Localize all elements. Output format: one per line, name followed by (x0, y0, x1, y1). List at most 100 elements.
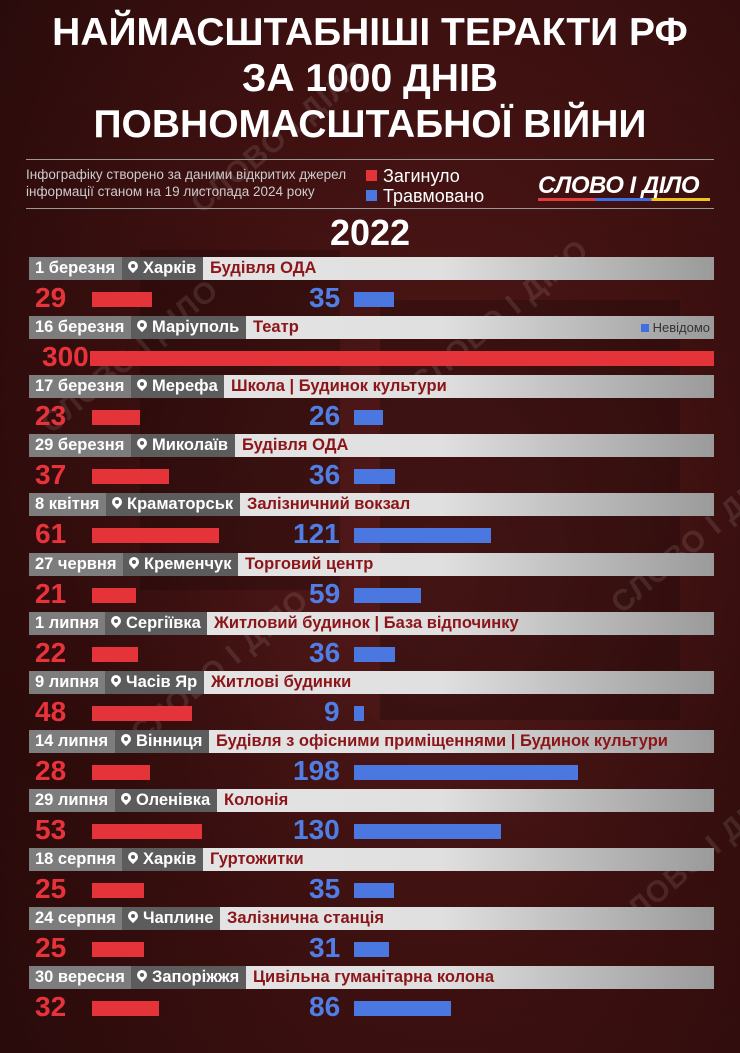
attack-city: Вінниця (115, 730, 209, 753)
injured-value: 198 (293, 755, 340, 786)
attack-target: Житловий будинок | База відпочинку (214, 614, 519, 632)
attack-date: 27 червня (29, 553, 123, 576)
attack-city-label: Кременчук (144, 555, 232, 573)
attack-date: 1 липня (29, 612, 105, 635)
killed-value: 48 (35, 696, 67, 727)
attack-target: Театр (253, 318, 299, 336)
injured-value: 59 (309, 578, 341, 609)
brand-logo-stripe (538, 198, 710, 201)
injured-bar (354, 469, 395, 484)
source-note: Інфографіку створено за даними відкритих… (26, 166, 366, 200)
location-pin-icon (121, 734, 131, 748)
injured-unknown-label: Невідомо (640, 316, 710, 339)
attack-target: Торговий центр (245, 555, 374, 573)
title-line: ЗА 1000 ДНІВ (242, 57, 498, 100)
injured-value: 26 (309, 400, 341, 431)
attack-date: 18 серпня (29, 848, 122, 871)
killed-bar (92, 469, 169, 484)
killed-bar (92, 883, 144, 898)
killed-bar (92, 588, 136, 603)
killed-value: 23 (35, 400, 67, 431)
attack-city-label: Часів Яр (126, 673, 198, 691)
attack-date: 9 липня (29, 671, 105, 694)
killed-value: 22 (35, 637, 67, 668)
injured-bar (354, 883, 394, 898)
location-pin-icon (111, 616, 121, 630)
divider (26, 208, 714, 209)
legend-injured: Травмовано (366, 186, 484, 206)
brand-logo: СЛОВО І ДІЛО (538, 172, 700, 199)
killed-bar (92, 706, 192, 721)
attack-city: Сергіївка (105, 612, 207, 635)
attack-city-label: Вінниця (136, 732, 203, 750)
attack-row-header: 1 липня Сергіївка Житловий будинок | База … (29, 612, 714, 635)
killed-bar (92, 765, 150, 780)
attack-city-label: Краматорськ (127, 495, 234, 513)
injured-unknown-swatch (640, 324, 649, 332)
injured-bar (354, 588, 421, 603)
attack-row-header: 8 квітня Краматорськ Залізничний вокзал (29, 493, 714, 516)
killed-bar (92, 528, 219, 543)
attack-date: 8 квітня (29, 493, 106, 516)
legend-killed: Загинуло (366, 166, 460, 186)
attack-date: 16 березня (29, 316, 131, 339)
attack-row-header: 24 серпня Чаплине Залізнична станція (29, 907, 714, 930)
attack-row-header: 17 березня Мерефа Школа | Будинок культури (29, 375, 714, 398)
injured-value: 35 (309, 282, 341, 313)
page-title: НАЙМАСШТАБНІШІ ТЕРАКТИ РФ ЗА 1000 ДНІВ П… (0, 10, 740, 148)
attack-city: Миколаїв (131, 434, 235, 457)
attack-date: 17 березня (29, 375, 131, 398)
attack-city: Маріуполь (131, 316, 246, 339)
killed-value: 25 (35, 932, 67, 963)
location-pin-icon (128, 852, 138, 866)
injured-value: 35 (309, 873, 341, 904)
attack-row-header: 29 липня Оленівка Колонія (29, 789, 714, 812)
injured-value: 36 (309, 637, 341, 668)
attack-city: Чаплине (122, 907, 220, 930)
injured-bar (354, 647, 395, 662)
killed-bar (92, 1001, 159, 1016)
location-pin-icon (112, 497, 122, 511)
injured-value: 86 (309, 991, 341, 1022)
legend-killed-label: Загинуло (383, 166, 460, 186)
legend-killed-swatch (366, 170, 377, 181)
attack-row-header: 16 березня Маріуполь Театр Невідомо (29, 316, 714, 339)
attack-row-header: 9 липня Часів Яр Житлові будинки (29, 671, 714, 694)
injured-bar (354, 410, 383, 425)
attack-date: 24 серпня (29, 907, 122, 930)
legend-injured-label: Травмовано (383, 186, 485, 206)
killed-value: 61 (35, 518, 67, 549)
injured-value: 36 (309, 459, 341, 490)
killed-value: 53 (35, 814, 67, 845)
attack-city-label: Мерефа (152, 377, 218, 395)
attack-target: Гуртожитки (210, 850, 304, 868)
injured-bar (354, 706, 364, 721)
killed-value: 21 (35, 578, 67, 609)
attack-city-label: Харків (143, 850, 197, 868)
killed-bar (92, 647, 138, 662)
attack-target: Залізничний вокзал (247, 495, 411, 513)
attack-target: Цивільна гуманітарна колона (253, 968, 495, 986)
attack-city: Часів Яр (105, 671, 204, 694)
injured-bar (354, 528, 491, 543)
source-note-line: інформації станом на 19 листопада 2024 р… (26, 184, 315, 199)
attack-target: Школа | Будинок культури (231, 377, 447, 395)
attack-date: 30 вересня (29, 966, 131, 989)
injured-value: 121 (293, 518, 340, 549)
location-pin-icon (137, 320, 147, 334)
location-pin-icon (137, 379, 147, 393)
attack-city: Харків (122, 848, 203, 871)
killed-value: 37 (35, 459, 67, 490)
source-note-line: Інфографіку створено за даними відкритих… (26, 167, 347, 182)
injured-bar (354, 824, 501, 839)
attack-city: Оленівка (115, 789, 217, 812)
injured-bar (354, 292, 394, 307)
attack-row-header: 30 вересня Запоріжжя Цивільна гуманітарна … (29, 966, 714, 989)
attack-date: 14 липня (29, 730, 115, 753)
attack-date: 29 березня (29, 434, 131, 457)
attack-city-label: Харків (143, 259, 197, 277)
attack-city: Краматорськ (106, 493, 240, 516)
location-pin-icon (111, 675, 121, 689)
injured-value: 31 (309, 932, 341, 963)
injured-unknown-text: Невідомо (652, 320, 710, 335)
